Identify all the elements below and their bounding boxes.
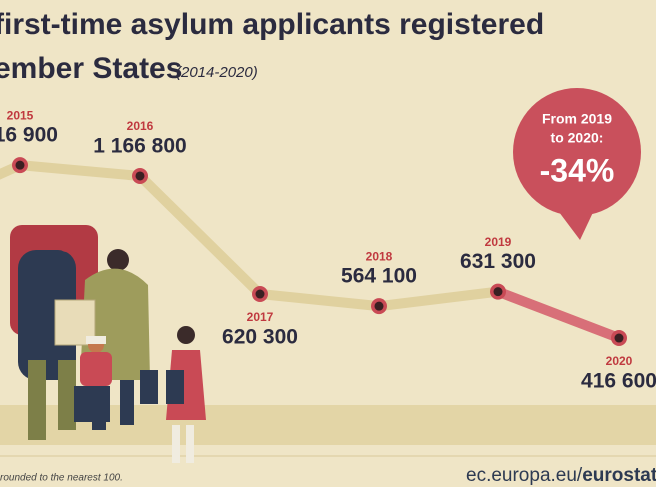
annotation-bubble bbox=[513, 88, 641, 240]
source-bold: eurostat bbox=[582, 465, 656, 486]
highlight-segment bbox=[496, 286, 621, 343]
x-tick-label: 2015 bbox=[7, 108, 34, 122]
chart-title: ember States bbox=[0, 52, 182, 85]
annotation-text: to 2020: bbox=[551, 130, 604, 146]
source: ec.europa.eu/eurostat bbox=[466, 465, 656, 486]
data-label: 631 300 bbox=[460, 250, 536, 273]
data-label: 564 100 bbox=[341, 265, 417, 288]
point-core bbox=[493, 287, 503, 297]
point-core bbox=[614, 333, 624, 343]
data-label: 416 600 bbox=[581, 370, 656, 393]
point-core bbox=[135, 171, 145, 181]
illustration bbox=[10, 225, 206, 463]
data-label: 216 900 bbox=[0, 124, 58, 147]
point-core bbox=[255, 289, 265, 299]
x-tick-label: 2020 bbox=[606, 354, 633, 368]
subtitle: (2014-2020) bbox=[176, 64, 258, 81]
x-tick-label: 2017 bbox=[247, 310, 274, 324]
annotation-text: From 2019 bbox=[542, 111, 612, 127]
data-label: 1 166 800 bbox=[93, 135, 186, 158]
chart-title: first-time asylum applicants registered bbox=[0, 8, 544, 41]
source-text: ec.europa.eu/ bbox=[466, 465, 583, 486]
point-core bbox=[374, 301, 384, 311]
x-tick-label: 2016 bbox=[127, 119, 154, 133]
annotation-value: -34% bbox=[540, 152, 615, 188]
data-label: 620 300 bbox=[222, 326, 298, 349]
point-core bbox=[15, 160, 25, 170]
x-tick-label: 2018 bbox=[366, 249, 393, 263]
footnote: rounded to the nearest 100. bbox=[0, 473, 123, 484]
x-tick-label: 2019 bbox=[485, 235, 512, 249]
